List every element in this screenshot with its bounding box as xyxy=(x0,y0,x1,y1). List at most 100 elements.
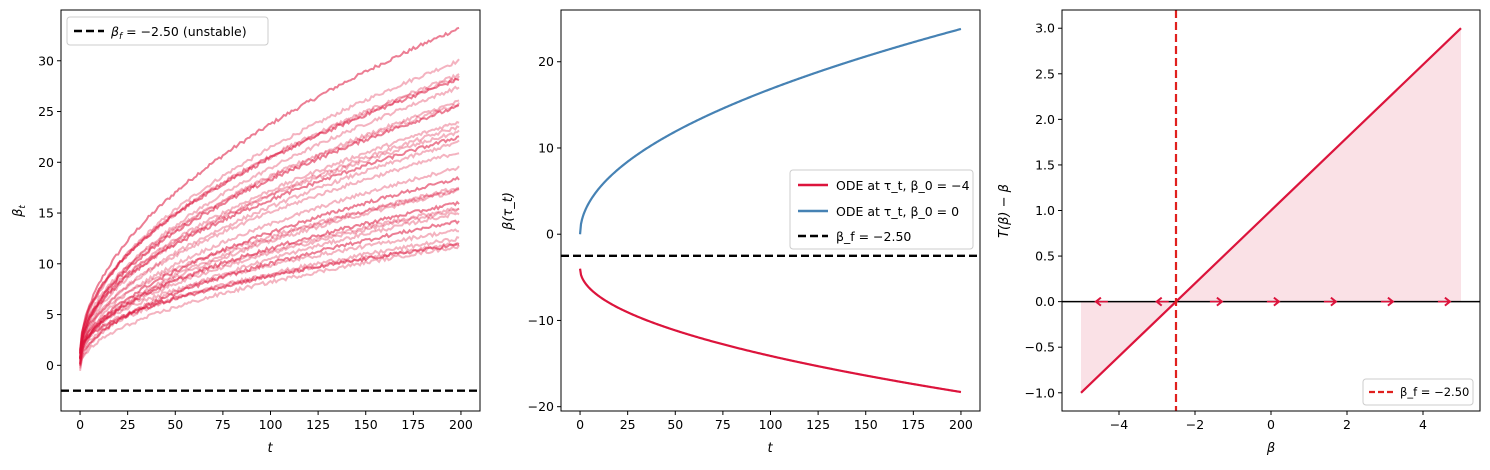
legend-box xyxy=(66,16,269,46)
y-tick-label: 2.0 xyxy=(1035,112,1055,127)
trajectory-line xyxy=(79,228,460,351)
ticks-ode: 0 25 50 75 100 125 150 175 200 −20 −10 0 10 20 xyxy=(528,54,973,432)
trajectory-line xyxy=(79,165,460,363)
x-axis-label: t xyxy=(267,441,273,456)
x-tick-label: 0 xyxy=(576,417,584,432)
y-axis-label: βt xyxy=(11,205,28,218)
x-axis-label: t xyxy=(767,441,773,456)
legend-label-beta-f: β_f = −2.50 xyxy=(836,229,911,244)
y-tick-label: 20 xyxy=(538,54,554,69)
y-tick-label: 10 xyxy=(38,256,54,271)
trajectory-line xyxy=(79,175,460,365)
x-tick-label: 125 xyxy=(806,417,830,432)
x-tick-label: 0 xyxy=(1267,417,1275,432)
ode-series-line xyxy=(578,268,962,394)
x-tick-label: 150 xyxy=(854,417,878,432)
x-tick-label: 0 xyxy=(76,417,84,432)
flow-arrow-head xyxy=(1273,296,1281,307)
y-tick-label: 1.0 xyxy=(1035,203,1055,218)
y-tick-label: −20 xyxy=(528,399,554,414)
x-tick-label: −2 xyxy=(1186,417,1204,432)
trajectory-line xyxy=(79,26,460,358)
legend-label-ode-minus4: ODE at τ_t, β_0 = −4 xyxy=(836,178,970,193)
legend-box xyxy=(789,169,974,250)
flow-arrow-head xyxy=(1216,296,1224,307)
y-tick-label: 3.0 xyxy=(1035,21,1055,36)
trajectory-line xyxy=(79,135,460,354)
trajectory-line xyxy=(79,104,460,359)
y-tick-label: 30 xyxy=(38,53,54,68)
legend-label-beta-f: β_f = −2.50 xyxy=(1400,385,1469,399)
y-axis-label: β(τ_t) xyxy=(501,192,516,231)
x-tick-label: 200 xyxy=(949,417,973,432)
y-tick-label: 0 xyxy=(46,358,54,373)
trajectory-line xyxy=(79,139,460,366)
trajectory-line xyxy=(79,102,460,355)
legend-box xyxy=(1362,378,1474,406)
ticks-map: −4 −2 0 2 4 −1.0 −0.5 0.0 0.5 1.0 1.5 2.0 2.5 3.0 xyxy=(1025,21,1427,432)
x-tick-label: 25 xyxy=(620,417,636,432)
x-tick-label: 2 xyxy=(1343,417,1351,432)
map-line xyxy=(1080,27,1462,394)
x-tick-label: 125 xyxy=(306,417,330,432)
trajectory-line xyxy=(79,244,460,369)
legend-ode: ODE at τ_t, β_0 = −4 ODE at τ_t, β_0 = 0… xyxy=(789,169,974,250)
flow-arrow-head xyxy=(1094,296,1102,307)
y-tick-label: −1.0 xyxy=(1025,385,1055,400)
x-tick-label: 175 xyxy=(901,417,925,432)
x-tick-label: 200 xyxy=(449,417,473,432)
x-tick-label: 175 xyxy=(401,417,425,432)
plot-area-map xyxy=(1062,10,1480,411)
trajectory-line xyxy=(79,242,460,354)
y-tick-label: −0.5 xyxy=(1025,340,1055,355)
legend-map: β_f = −2.50 xyxy=(1362,378,1474,406)
y-tick-label: 5 xyxy=(46,307,54,322)
trajectory-line xyxy=(79,200,460,360)
y-tick-label: 2.5 xyxy=(1035,66,1055,81)
trajectory-line xyxy=(79,120,460,359)
ode-series-line xyxy=(578,27,962,235)
x-tick-label: 150 xyxy=(354,417,378,432)
x-tick-label: 75 xyxy=(215,417,231,432)
y-tick-label: 15 xyxy=(38,206,54,221)
trajectory-line xyxy=(79,206,460,354)
y-tick-label: 0.0 xyxy=(1035,294,1055,309)
x-tick-label: 50 xyxy=(667,417,683,432)
y-tick-label: 10 xyxy=(538,140,554,155)
legend-trajectories: βf = −2.50 (unstable) xyxy=(66,16,269,46)
plot-area-ode xyxy=(561,27,980,394)
x-tick-label: 75 xyxy=(715,417,731,432)
y-tick-label: 25 xyxy=(38,104,54,119)
panel-map: −4 −2 0 2 4 −1.0 −0.5 0.0 0.5 1.0 1.5 2.0 2.5 3.0 β T… xyxy=(997,9,1481,456)
plot-area-trajectories xyxy=(61,26,480,392)
trajectory-line xyxy=(79,207,460,359)
x-axis-label: β xyxy=(1266,441,1275,456)
y-tick-label: 20 xyxy=(38,155,54,170)
trajectory-line xyxy=(79,85,460,365)
flow-arrow-head xyxy=(1387,296,1395,307)
y-tick-label: 0.5 xyxy=(1035,249,1055,264)
x-tick-label: 50 xyxy=(167,417,183,432)
trajectory-line xyxy=(79,77,460,352)
y-tick-label: 0 xyxy=(546,227,554,242)
flow-arrow-head xyxy=(1444,296,1452,307)
trajectory-line xyxy=(79,188,460,350)
x-tick-label: 4 xyxy=(1419,417,1427,432)
flow-arrow-head xyxy=(1155,296,1163,307)
ticks-trajectories: 0 25 50 75 100 125 150 175 200 0 5 10 15 20 25 30 xyxy=(38,53,473,432)
legend-label-ode-0: ODE at τ_t, β_0 = 0 xyxy=(836,204,959,219)
x-tick-label: 100 xyxy=(759,417,783,432)
x-tick-label: 100 xyxy=(259,417,283,432)
y-tick-label: 1.5 xyxy=(1035,157,1055,172)
flow-arrow-head xyxy=(1330,296,1338,307)
y-axis-label: T(β) − β xyxy=(997,184,1012,238)
y-tick-label: −10 xyxy=(528,313,554,328)
trajectory-line xyxy=(79,58,460,360)
trajectory-line xyxy=(79,129,460,352)
panel-ode: 0 25 50 75 100 125 150 175 200 −20 −10 0 10 20 t β(τ_… xyxy=(501,9,981,456)
trajectory-line xyxy=(79,152,460,360)
x-tick-label: 25 xyxy=(120,417,136,432)
legend-label-beta-f: βf = −2.50 (unstable) xyxy=(110,24,247,42)
